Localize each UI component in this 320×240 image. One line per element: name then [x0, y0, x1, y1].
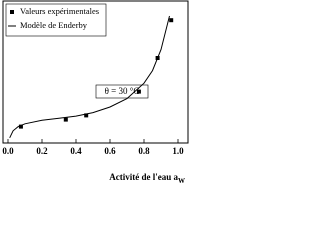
annotation-box [95, 84, 149, 99]
data-point [63, 117, 68, 122]
x-axis-label: Activité de l'eau aW [109, 172, 185, 185]
x-tick-label: 1.0 [172, 146, 184, 156]
data-point [18, 124, 23, 129]
x-tick-label: 0.8 [138, 146, 150, 156]
x-axis-label-main: Activité de l'eau a [109, 172, 178, 182]
data-point [169, 18, 174, 23]
plot-frame [2, 0, 189, 144]
data-point [136, 89, 141, 94]
x-tick-label: 0.4 [70, 146, 82, 156]
legend-label: Valeurs expérimentales [20, 6, 99, 16]
legend-label: Modèle de Enderby [20, 20, 88, 30]
data-point [84, 113, 89, 118]
legend-box [5, 3, 107, 37]
x-tick-label: 0.6 [104, 146, 116, 156]
x-axis-label-sub: W [178, 177, 185, 185]
model-line [9, 15, 170, 139]
annotation: θ = 30 °C [105, 86, 140, 96]
x-tick-label: 0.0 [2, 146, 14, 156]
legend-marker [10, 10, 14, 14]
chart: θ = 30 °C Activité de l'eau aW 0.0 0.2 0.4… [2, 0, 189, 185]
x-tick-label: 0.2 [36, 146, 48, 156]
